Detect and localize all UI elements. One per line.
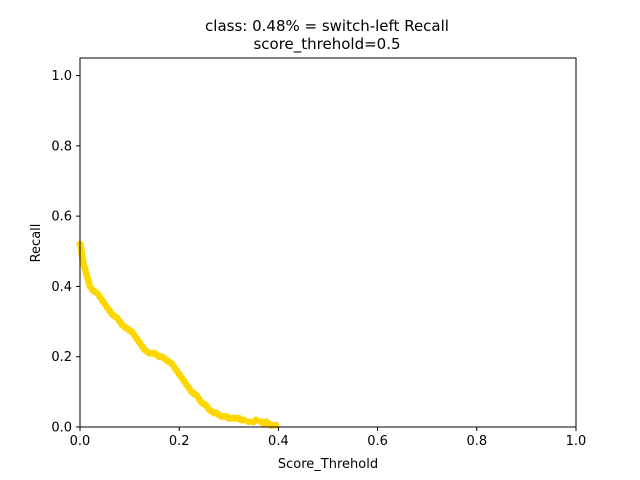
y-tick-label: 0.0 bbox=[51, 421, 72, 436]
chart-title-line-1: class: 0.48% = switch-left Recall bbox=[205, 17, 449, 35]
y-tick-label: 0.6 bbox=[51, 210, 72, 225]
plot-frame bbox=[79, 57, 577, 428]
chart-title-line-2: score_threhold=0.5 bbox=[253, 35, 400, 54]
x-tick-label: 0.0 bbox=[70, 434, 91, 449]
x-tick-label: 1.0 bbox=[566, 434, 587, 449]
x-tick-label: 0.6 bbox=[367, 434, 388, 449]
data-points-layer bbox=[76, 240, 280, 429]
x-axis-label: Score_Threhold bbox=[278, 457, 378, 472]
x-tick-label: 0.8 bbox=[466, 434, 487, 449]
y-tick-label: 0.2 bbox=[51, 350, 72, 365]
y-axis-label: Recall bbox=[29, 224, 44, 263]
x-tick-label: 0.4 bbox=[268, 434, 289, 449]
y-tick-label: 0.8 bbox=[51, 139, 72, 154]
data-point bbox=[245, 418, 253, 426]
y-tick-label: 1.0 bbox=[51, 69, 72, 84]
axis-ticks-layer: 0.0 0.2 0.4 0.6 0.8 1.0 0.0 0.2 0.4 0.6 0.8 1.0 bbox=[51, 69, 586, 449]
x-tick-label: 0.2 bbox=[169, 434, 190, 449]
y-tick-label: 0.4 bbox=[51, 280, 72, 295]
